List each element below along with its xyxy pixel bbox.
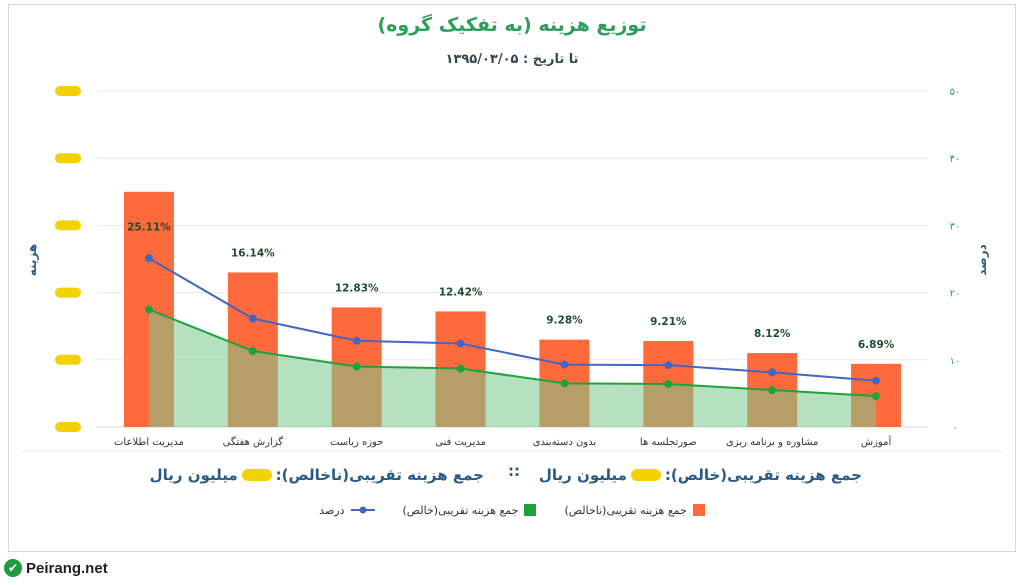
data-label: 9.21% [650, 316, 687, 328]
legend-label-gross: جمع هزینه تقریبی(ناخالص) [564, 503, 687, 517]
x-tick-label: مدیریت فنی [435, 437, 486, 448]
y-tick-redacted [55, 354, 81, 365]
y2-tick-label: ۳۰ [950, 221, 961, 232]
y-tick-redacted [55, 86, 81, 96]
point-net [560, 379, 569, 388]
point-percent [456, 339, 465, 348]
line-net [148, 308, 877, 398]
point-percent [144, 254, 153, 263]
data-label: 9.28% [546, 315, 583, 327]
point-percent [248, 314, 257, 323]
x-tick-label: حوزه ریاست [330, 437, 383, 448]
y2-tick-label: ۰ [952, 423, 957, 434]
point-net [664, 379, 673, 388]
point-percent [352, 336, 361, 345]
legend-item-percent[interactable]: درصد [319, 500, 375, 520]
x-tick-label: بدون دسته‌بندی [533, 437, 596, 448]
y-tick-redacted [55, 287, 81, 298]
legend-swatch-gross [692, 504, 705, 516]
summary-separator: :: [508, 462, 520, 480]
y-tick-redacted [55, 220, 81, 231]
x-tick-label: مشاوره و برنامه ریزی [726, 437, 818, 448]
chart-title: توزیع هزینه (به تفکیک گروه) [377, 14, 647, 36]
point-percent [768, 368, 777, 377]
legend-item-gross[interactable]: جمع هزینه تقریبی(ناخالص) [564, 500, 705, 520]
data-label: 16.14% [231, 247, 275, 259]
summary-net-suffix: میلیون ریال [538, 466, 627, 484]
point-net [872, 392, 881, 401]
redacted-value [241, 469, 272, 481]
data-label: 12.42% [439, 286, 483, 298]
y-tick-redacted [55, 153, 81, 164]
x-tick-label: گزارش هفتگی [223, 436, 284, 448]
point-percent [560, 360, 569, 369]
point-net [144, 305, 153, 314]
summary-net: جمع هزینه تقریبی(خالص): میلیون ریال [539, 462, 862, 488]
legend-swatch-percent [350, 506, 375, 514]
summary-gross-suffix: میلیون ریال [149, 466, 238, 484]
y2-tick-label: ۴۰ [950, 154, 961, 165]
check-icon: ✔ [4, 559, 22, 577]
y2-tick-label: ۱۰ [950, 356, 961, 367]
point-net [768, 386, 777, 395]
legend-label-net: جمع هزینه تقریبی(خالص) [402, 503, 519, 517]
point-net [248, 347, 257, 356]
redacted-value [630, 469, 661, 481]
site-logo[interactable]: ✔ Peirang.net [4, 556, 108, 580]
y2-tick-label: ۲۰ [950, 289, 961, 300]
summary-net-prefix: جمع هزینه تقریبی(خالص): [664, 466, 862, 484]
legend-swatch-net [524, 504, 537, 516]
point-net [456, 364, 465, 373]
x-tick-label: آموزش [861, 435, 893, 448]
y2-axis-label: درصد [975, 244, 989, 276]
line-percent [148, 257, 877, 382]
x-tick-label: صورتجلسه ها [640, 437, 697, 448]
data-label: 6.89% [858, 339, 895, 351]
area-net [148, 309, 877, 427]
legend-item-net[interactable]: جمع هزینه تقریبی(خالص) [403, 500, 537, 520]
legend: جمع هزینه تقریبی(ناخالص) جمع هزینه تقریب… [0, 500, 1024, 520]
legend-label-percent: درصد [319, 503, 345, 517]
point-net [352, 362, 361, 371]
data-label: 12.83% [335, 282, 379, 294]
data-label: 8.12% [754, 328, 791, 340]
y2-tick-label: ۵۰ [950, 87, 961, 98]
point-percent [872, 376, 881, 385]
summary-gross: جمع هزینه تقریبی(ناخالص): میلیون ریال [150, 462, 484, 488]
y-axis-label: هزینه [25, 244, 39, 276]
point-percent [664, 361, 673, 370]
chart-frame [8, 4, 1016, 552]
chart-subtitle: تا تاریخ : ۱۳۹۵/۰۳/۰۵ [445, 52, 579, 67]
logo-text: Peirang.net [26, 559, 108, 577]
x-tick-label: مدیریت اطلاعات [114, 437, 184, 448]
chart-svg: ۰ ۱۰ ۲۰ ۳۰ ۴۰ ۵۰ هزینه درصد 25.11% 16.14% 12.83% 12… [20, 86, 1004, 452]
summary-gross-prefix: جمع هزینه تقریبی(ناخالص): [275, 466, 484, 484]
data-label: 25.11% [127, 221, 171, 233]
y-tick-redacted [55, 422, 81, 432]
